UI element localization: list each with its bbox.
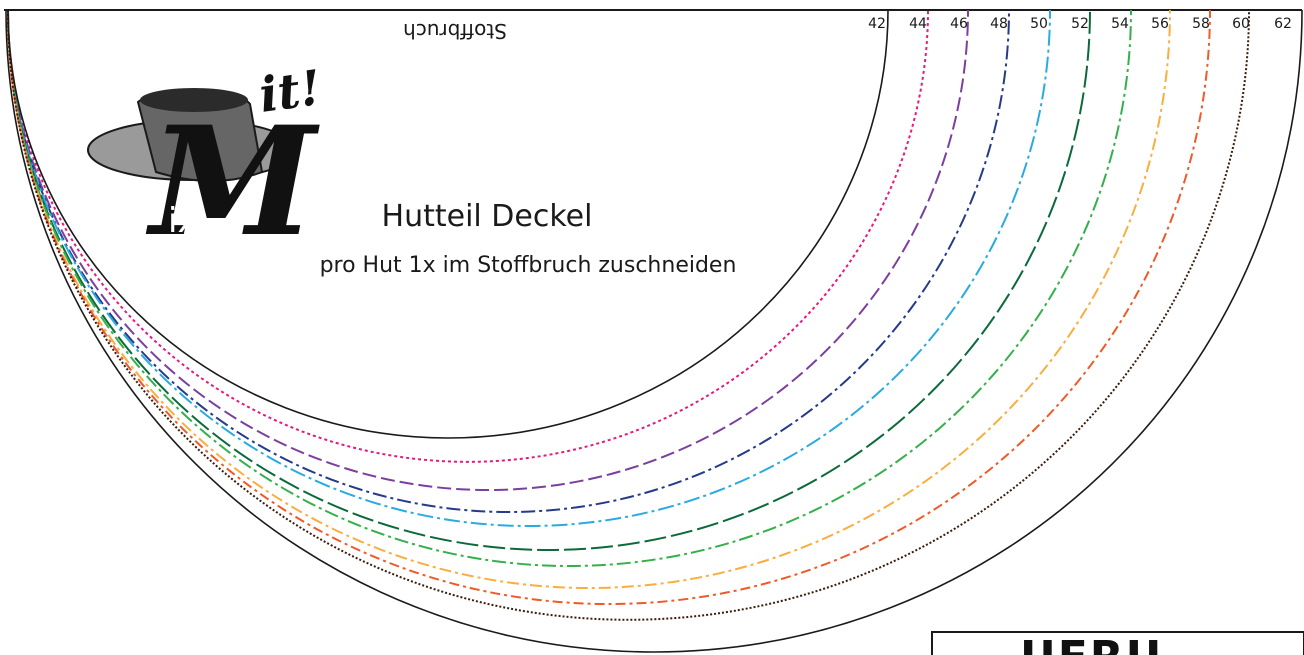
outer-cut-line (5, 9, 1303, 653)
size-arc-46 (7, 9, 1010, 513)
size-arc-50 (7, 9, 1091, 551)
size-label-42: 42 (868, 16, 886, 32)
size-label-56: 56 (1151, 16, 1169, 32)
size-arc-56 (7, 9, 1211, 605)
size-label-60: 60 (1232, 16, 1250, 32)
pattern-title: Hutteil Deckel (382, 199, 593, 234)
fold-label: Stoffbruch (403, 19, 507, 43)
size-arc-44 (7, 9, 969, 491)
logo-exclaim: it! (256, 60, 325, 124)
size-arc-42 (7, 9, 929, 463)
size-label-46: 46 (950, 16, 968, 32)
size-arcs (7, 9, 1250, 621)
size-label-62: 62 (1274, 16, 1292, 32)
size-arc-52 (7, 9, 1132, 567)
size-label-48: 48 (990, 16, 1008, 32)
size-label-58: 58 (1192, 16, 1210, 32)
logo-letter-m: M (145, 94, 320, 270)
stamp-text: UERU (1020, 632, 1163, 655)
pattern-subtitle: pro Hut 1x im Stoffbruch zuschneiden (320, 253, 737, 278)
logo-sub: ix (168, 201, 198, 241)
size-label-50: 50 (1030, 16, 1048, 32)
size-label-44: 44 (909, 16, 927, 32)
hat-top-icon (140, 88, 248, 112)
mixit-logo: M it! ix (87, 60, 325, 270)
stamp-box: UERU (931, 631, 1304, 655)
size-labels: 42 44 46 48 50 52 54 56 58 60 62 (868, 16, 1292, 32)
size-arc-48 (7, 9, 1051, 527)
inner-fold-line (7, 9, 889, 439)
size-label-54: 54 (1111, 16, 1129, 32)
size-label-52: 52 (1071, 16, 1089, 32)
